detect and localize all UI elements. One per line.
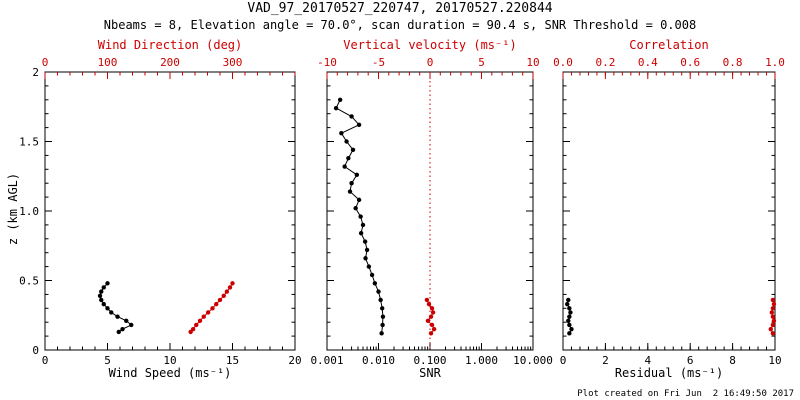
svg-text:200: 200: [160, 56, 180, 69]
svg-text:2: 2: [32, 66, 39, 79]
svg-text:4: 4: [644, 354, 651, 367]
svg-text:-5: -5: [372, 56, 385, 69]
svg-text:0: 0: [560, 354, 567, 367]
svg-text:20: 20: [288, 354, 301, 367]
svg-text:1.0: 1.0: [765, 56, 785, 69]
axis-label-wind-direction: Wind Direction (deg): [97, 38, 243, 52]
axis-label-residual: Residual (ms⁻¹): [614, 366, 724, 380]
svg-text:0.8: 0.8: [723, 56, 743, 69]
svg-text:1.0: 1.0: [19, 205, 39, 218]
svg-text:0: 0: [42, 56, 49, 69]
svg-text:0.0: 0.0: [553, 56, 573, 69]
svg-text:0.6: 0.6: [680, 56, 700, 69]
svg-text:5: 5: [104, 354, 111, 367]
svg-text:1.5: 1.5: [19, 136, 39, 149]
axis-label-correlation: Correlation: [629, 38, 709, 52]
axis-label-height: z (km AGL): [6, 172, 20, 246]
svg-text:5: 5: [478, 56, 485, 69]
svg-text:0.4: 0.4: [638, 56, 658, 69]
svg-text:100: 100: [98, 56, 118, 69]
page-subtitle: Nbeams = 8, Elevation angle = 70.0°, sca…: [103, 18, 697, 32]
svg-text:2: 2: [602, 354, 609, 367]
axis-label-vertical-velocity: Vertical velocity (ms⁻¹): [343, 38, 517, 52]
svg-text:10: 10: [768, 354, 781, 367]
series-correlation: [768, 297, 777, 336]
svg-text:10: 10: [163, 354, 176, 367]
svg-text:6: 6: [687, 354, 694, 367]
svg-text:10.000: 10.000: [513, 354, 553, 367]
panel-snr-vertical-velocity: 0.001 0.010 0.100 1.000 10.000 -10 -5 0 5 10: [310, 56, 552, 367]
svg-text:0.010: 0.010: [362, 354, 395, 367]
svg-text:0: 0: [42, 354, 49, 367]
svg-text:0: 0: [427, 56, 434, 69]
series-wind_direction: [188, 281, 235, 335]
svg-text:-10: -10: [317, 56, 337, 69]
svg-text:0.5: 0.5: [19, 275, 39, 288]
page-title: VAD_97_20170527_220747, 20170527.220844: [247, 1, 553, 16]
svg-text:10: 10: [526, 56, 539, 69]
svg-text:0.2: 0.2: [595, 56, 615, 69]
svg-text:0.100: 0.100: [413, 354, 446, 367]
plot-timestamp: Plot created on Fri Jun 2 16:49:50 2017: [577, 389, 794, 399]
svg-text:8: 8: [729, 354, 736, 367]
series-vertical_velocity: [424, 297, 437, 336]
series-wind_speed: [97, 281, 134, 335]
panel-residual-correlation: 0 2 4 6 8 10 0.0 0.2 0.4 0.6 0.8 1.0: [553, 56, 785, 367]
svg-text:300: 300: [223, 56, 243, 69]
svg-text:15: 15: [226, 354, 239, 367]
series-residual: [565, 297, 574, 336]
series-snr: [333, 97, 386, 336]
svg-text:0: 0: [32, 344, 39, 357]
svg-text:1.000: 1.000: [465, 354, 498, 367]
axis-label-wind-speed: Wind Speed (ms⁻¹): [108, 366, 232, 380]
axis-label-snr: SNR: [419, 366, 441, 380]
svg-text:0.001: 0.001: [310, 354, 343, 367]
